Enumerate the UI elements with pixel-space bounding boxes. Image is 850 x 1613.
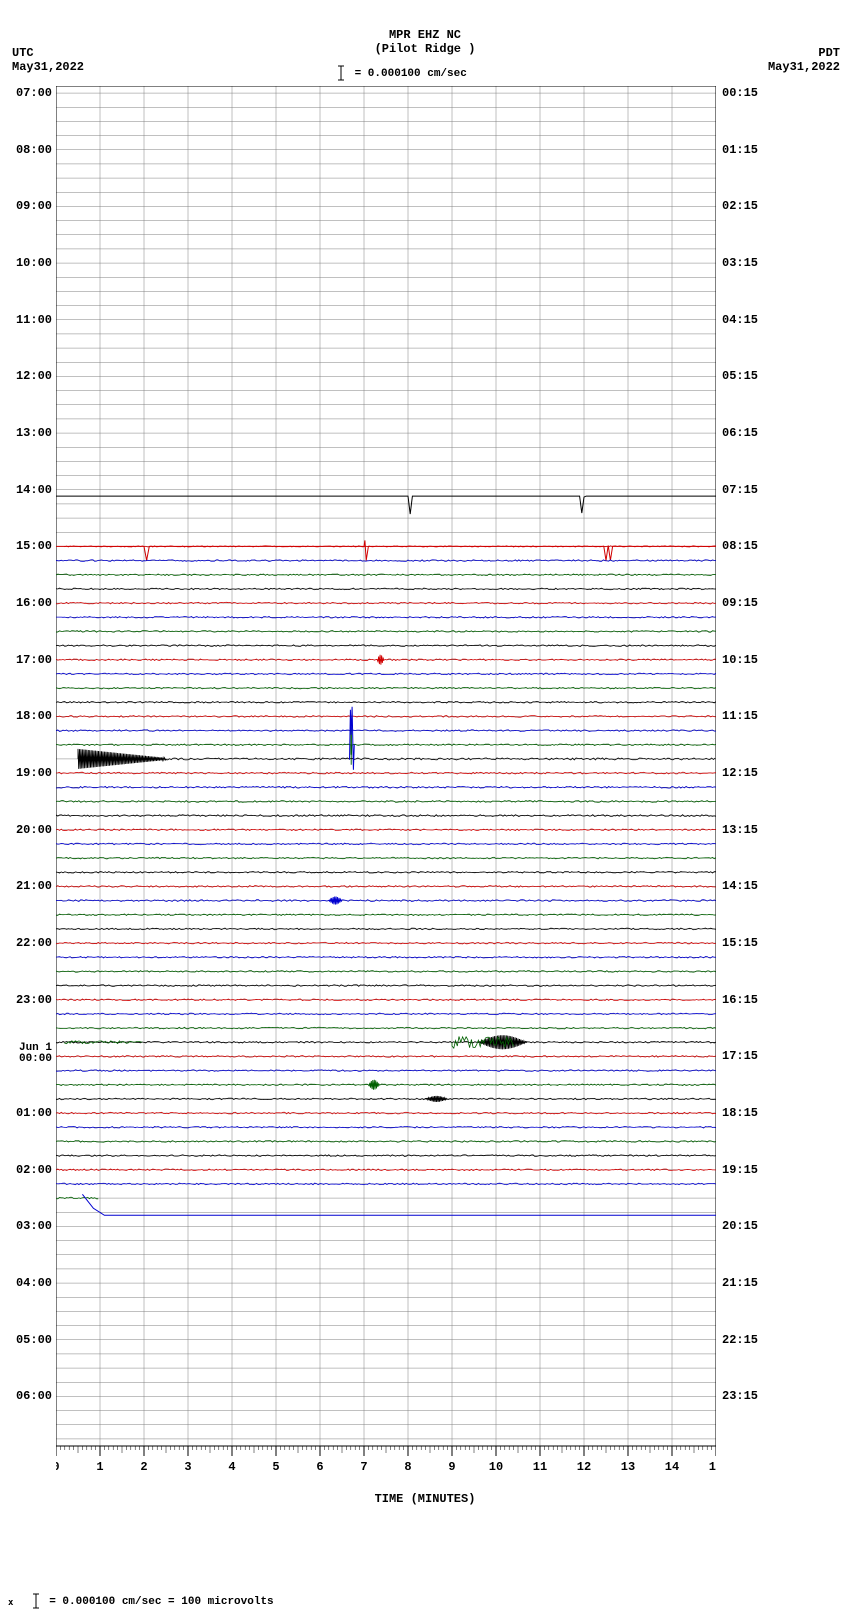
- left-hour-label: 08:00: [16, 143, 52, 157]
- left-hour-label: 11:00: [16, 313, 52, 327]
- helicorder-plot: 0123456789101112131415: [56, 86, 716, 1446]
- right-hour-label: 01:15: [722, 143, 758, 157]
- svg-text:10: 10: [489, 1460, 503, 1474]
- scale-top-text: = 0.000100 cm/sec: [355, 68, 467, 80]
- left-hour-label: 12:00: [16, 369, 52, 383]
- left-hour-label: 07:00: [16, 86, 52, 100]
- left-hour-label: Jun 100:00: [19, 1043, 52, 1065]
- left-hour-label: 04:00: [16, 1276, 52, 1290]
- svg-text:13: 13: [621, 1460, 635, 1474]
- right-hour-label: 15:15: [722, 936, 758, 950]
- header-left: UTC May31,2022: [12, 46, 84, 74]
- right-hour-label: 20:15: [722, 1219, 758, 1233]
- right-hour-label: 17:15: [722, 1049, 758, 1063]
- right-hour-label: 21:15: [722, 1276, 758, 1290]
- right-hour-label: 08:15: [722, 539, 758, 553]
- right-hour-label: 06:15: [722, 426, 758, 440]
- right-hour-label: 03:15: [722, 256, 758, 270]
- svg-text:7: 7: [360, 1460, 367, 1474]
- left-date: May31,2022: [12, 60, 84, 74]
- svg-text:5: 5: [272, 1460, 279, 1474]
- right-hour-label: 07:15: [722, 483, 758, 497]
- right-hour-label: 04:15: [722, 313, 758, 327]
- svg-text:3: 3: [184, 1460, 191, 1474]
- xaxis-label: TIME (MINUTES): [0, 1492, 850, 1506]
- footer-text: = 0.000100 cm/sec = 100 microvolts: [49, 1596, 273, 1608]
- svg-text:14: 14: [665, 1460, 679, 1474]
- scale-indicator-top: = 0.000100 cm/sec: [336, 64, 467, 82]
- right-hour-label: 11:15: [722, 709, 758, 723]
- station-name: (Pilot Ridge ): [0, 42, 850, 56]
- right-hour-label: 05:15: [722, 369, 758, 383]
- right-hour-label: 14:15: [722, 879, 758, 893]
- svg-text:15: 15: [709, 1460, 716, 1474]
- svg-text:2: 2: [140, 1460, 147, 1474]
- right-hour-label: 23:15: [722, 1389, 758, 1403]
- right-hour-label: 19:15: [722, 1163, 758, 1177]
- svg-text:6: 6: [316, 1460, 323, 1474]
- left-hour-label: 20:00: [16, 823, 52, 837]
- left-hour-label: 06:00: [16, 1389, 52, 1403]
- left-hour-label: 02:00: [16, 1163, 52, 1177]
- station-code: MPR EHZ NC: [0, 28, 850, 42]
- right-tz: PDT: [768, 46, 840, 60]
- left-hour-label: 15:00: [16, 539, 52, 553]
- right-date: May31,2022: [768, 60, 840, 74]
- svg-text:8: 8: [404, 1460, 411, 1474]
- left-tz: UTC: [12, 46, 84, 60]
- left-hour-label: 05:00: [16, 1333, 52, 1347]
- right-hour-labels: 00:15 01:15 02:15 03:15 04:15 05:15 06:15 07:15…: [720, 86, 840, 1446]
- right-hour-label: 18:15: [722, 1106, 758, 1120]
- right-hour-label: 00:15: [722, 86, 758, 100]
- svg-text:0: 0: [56, 1460, 60, 1474]
- svg-text:1: 1: [96, 1460, 103, 1474]
- header-right: PDT May31,2022: [768, 46, 840, 74]
- left-hour-label: 13:00: [16, 426, 52, 440]
- left-hour-label: 01:00: [16, 1106, 52, 1120]
- right-hour-label: 10:15: [722, 653, 758, 667]
- right-hour-label: 16:15: [722, 993, 758, 1007]
- left-hour-label: 18:00: [16, 709, 52, 723]
- svg-text:9: 9: [448, 1460, 455, 1474]
- right-hour-label: 22:15: [722, 1333, 758, 1347]
- left-hour-label: 23:00: [16, 993, 52, 1007]
- left-hour-label: 21:00: [16, 879, 52, 893]
- left-hour-label: 09:00: [16, 199, 52, 213]
- svg-text:4: 4: [228, 1460, 235, 1474]
- right-hour-label: 02:15: [722, 199, 758, 213]
- left-hour-label: 10:00: [16, 256, 52, 270]
- right-hour-label: 09:15: [722, 596, 758, 610]
- left-hour-label: 22:00: [16, 936, 52, 950]
- left-hour-labels: 07:00 08:00 09:00 10:00 11:00 12:00 13:00 14:00…: [10, 86, 54, 1446]
- left-hour-label: 19:00: [16, 766, 52, 780]
- right-hour-label: 13:15: [722, 823, 758, 837]
- svg-text:x: x: [8, 1598, 14, 1608]
- scale-indicator-bottom: x = 0.000100 cm/sec = 100 microvolts: [8, 1592, 274, 1610]
- svg-text:11: 11: [533, 1460, 547, 1474]
- left-hour-label: 17:00: [16, 653, 52, 667]
- left-hour-label: 03:00: [16, 1219, 52, 1233]
- left-hour-label: 16:00: [16, 596, 52, 610]
- left-hour-label: 14:00: [16, 483, 52, 497]
- right-hour-label: 12:15: [722, 766, 758, 780]
- svg-text:12: 12: [577, 1460, 591, 1474]
